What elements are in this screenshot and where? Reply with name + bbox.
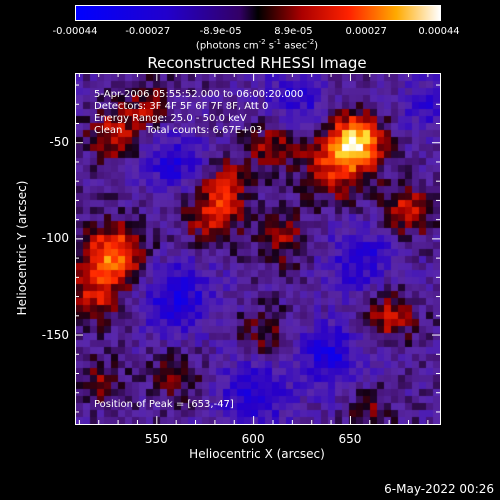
colorbar-tick-label: -0.00044	[52, 26, 98, 37]
colorbar-tick-label: 0.00027	[345, 26, 387, 37]
annotation-time-range: 5-Apr-2006 05:55:52.000 to 06:00:20.000	[94, 89, 304, 100]
heatmap-image	[76, 74, 440, 424]
y-tick-label: -100	[41, 231, 69, 246]
colorbar-tick-label: 8.9e-05	[274, 26, 313, 37]
x-tick-label: 600	[241, 432, 265, 446]
timestamp: 6-May-2022 00:26	[384, 482, 494, 496]
annotation-method: Clean	[94, 125, 123, 136]
chart-title: Reconstructed RHESSI Image	[147, 54, 367, 72]
y-tick-label: -50	[49, 135, 69, 150]
y-axis-label: Heliocentric Y (arcsec)	[15, 180, 29, 316]
colorbar-unit: (photons cm-2 s-1 asec-2)	[195, 38, 319, 52]
annotation-peak: Position of Peak = [653,-47]	[94, 399, 234, 410]
colorbar-gradient	[76, 6, 440, 20]
annotation-counts: Total counts: 6.67E+03	[146, 125, 263, 136]
plot-area: 5-Apr-2006 05:55:52.000 to 06:00:20.000 …	[75, 73, 441, 425]
axis-ticks	[75, 73, 440, 424]
annotation-detectors: Detectors: 3F 4F 5F 6F 7F 8F, Att 0	[94, 101, 269, 112]
colorbar	[75, 5, 441, 21]
annotation-energy: Energy Range: 25.0 - 50.0 keV	[94, 113, 247, 124]
y-tick-label: -150	[41, 327, 69, 342]
colorbar-tick-label: 0.00044	[418, 26, 460, 37]
x-tick-label: 650	[338, 432, 362, 446]
x-axis-label: Heliocentric X (arcsec)	[189, 447, 325, 461]
colorbar-tick-label: -0.00027	[125, 26, 171, 37]
colorbar-tick-label: -8.9e-05	[199, 26, 242, 37]
x-tick-label: 550	[144, 432, 168, 446]
